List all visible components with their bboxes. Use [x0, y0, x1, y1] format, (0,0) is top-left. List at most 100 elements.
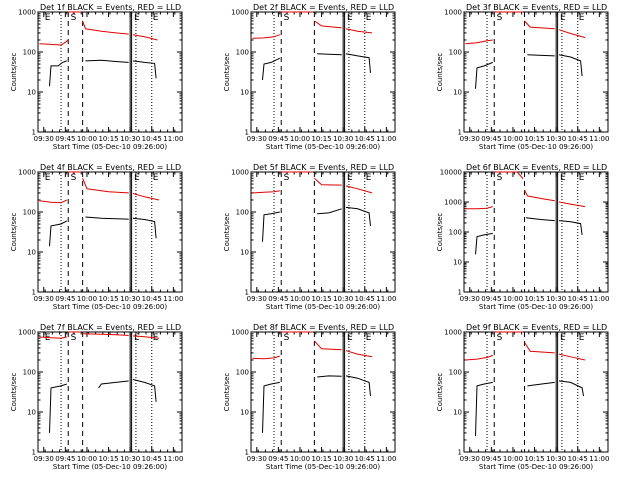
- y-tick-label: 1000: [231, 169, 249, 177]
- x-tick-label: 10:00: [290, 295, 310, 303]
- plot-frame: [37, 331, 183, 453]
- y-tick-label: 100: [236, 369, 249, 377]
- plot-frame: [37, 171, 183, 293]
- y-tick-label: 10: [453, 409, 462, 417]
- events-series-line: [475, 232, 493, 255]
- x-tick-label: 09:30: [34, 135, 54, 143]
- x-tick-label: 10:15: [311, 295, 331, 303]
- x-tick-label: 09:45: [481, 455, 501, 463]
- x-tick-label: 10:00: [290, 455, 310, 463]
- plot-frame: [250, 11, 396, 133]
- x-tick-label: 09:45: [268, 455, 288, 463]
- x-tick-label: 10:15: [311, 135, 331, 143]
- y-tick-label: 1: [32, 289, 36, 297]
- x-tick-label: 10:00: [290, 135, 310, 143]
- x-tick-label: 09:45: [268, 135, 288, 143]
- event-marker: S: [71, 173, 77, 183]
- y-tick-label: 100: [23, 209, 36, 217]
- y-tick-label: 1000: [444, 9, 462, 17]
- lld-series-line: [252, 190, 280, 194]
- x-tick-label: 10:15: [524, 295, 544, 303]
- event-marker: E: [347, 173, 353, 183]
- event-marker: E: [45, 13, 51, 23]
- y-tick-label: 1: [458, 449, 462, 457]
- events-series-line: [262, 57, 281, 81]
- x-tick-label: 10:45: [568, 295, 588, 303]
- panel-1: Det 1f BLACK = Events, RED = LLD 1 10 100 10…: [10, 3, 183, 151]
- y-tick-label: 10: [27, 249, 36, 257]
- event-marker: E: [560, 333, 566, 343]
- x-tick-label: 10:15: [98, 455, 118, 463]
- x-axis-label: Start Time (05-Dec-10 09:26:00): [53, 143, 167, 151]
- events-series-line: [525, 217, 555, 222]
- plot-frame: [463, 11, 609, 133]
- x-tick-label: 09:30: [460, 135, 480, 143]
- panel-title: Det 5f BLACK = Events, RED = LLD: [253, 163, 394, 172]
- event-marker: E: [134, 173, 140, 183]
- y-axis-label: Counts/sec: [436, 213, 444, 252]
- y-tick-label: 10000: [440, 169, 462, 177]
- x-axis-label: Start Time (05-Dec-10 09:26:00): [479, 463, 593, 471]
- x-tick-label: 10:45: [568, 455, 588, 463]
- y-tick-label: 1000: [444, 329, 462, 337]
- plot-frame: [463, 331, 609, 453]
- lld-series-line: [39, 336, 67, 339]
- x-axis-label: Start Time (05-Dec-10 09:26:00): [53, 303, 167, 311]
- x-axis-label: Start Time (05-Dec-10 09:26:00): [479, 143, 593, 151]
- x-tick-label: 10:45: [568, 135, 588, 143]
- x-tick-label: 10:45: [355, 455, 375, 463]
- x-tick-label: 10:30: [546, 295, 566, 303]
- events-series-line: [475, 61, 493, 89]
- event-marker: E: [347, 333, 353, 343]
- panel-2: Det 2f BLACK = Events, RED = LLD 1 10 100 10…: [223, 3, 396, 151]
- panel-7: Det 7f BLACK = Events, RED = LLD 1 10 100 10…: [10, 323, 183, 471]
- event-marker: S: [497, 13, 503, 23]
- panel-8: Det 8f BLACK = Events, RED = LLD 1 10 100 10…: [223, 323, 396, 471]
- y-tick-label: 10: [27, 89, 36, 97]
- event-marker: E: [366, 173, 372, 183]
- y-axis-label: Counts/sec: [223, 373, 231, 412]
- events-series-line: [558, 380, 584, 397]
- panel-title: Det 4f BLACK = Events, RED = LLD: [40, 163, 181, 172]
- events-series-line: [49, 383, 67, 433]
- lld-series-line: [82, 20, 129, 35]
- y-tick-label: 100: [236, 209, 249, 217]
- event-marker: S: [497, 333, 503, 343]
- event-marker: E: [560, 173, 566, 183]
- panel-title: Det 8f BLACK = Events, RED = LLD: [253, 323, 394, 332]
- y-tick-label: 1000: [18, 169, 36, 177]
- event-marker: E: [366, 13, 372, 23]
- panel-title: Det 6f BLACK = Events, RED = LLD: [466, 163, 607, 172]
- lld-series-line: [314, 177, 342, 186]
- plot-frame: [37, 11, 183, 133]
- x-tick-label: 09:45: [55, 295, 75, 303]
- event-marker: S: [497, 173, 503, 183]
- events-series-line: [85, 216, 129, 220]
- panel-title: Det 2f BLACK = Events, RED = LLD: [253, 3, 394, 12]
- x-tick-label: 10:45: [142, 295, 162, 303]
- x-tick-label: 11:00: [589, 135, 609, 143]
- lld-series-line: [524, 20, 555, 30]
- events-series-line: [262, 381, 280, 433]
- panel-title: Det 3f BLACK = Events, RED = LLD: [466, 3, 607, 12]
- lld-series-line: [345, 350, 373, 358]
- y-tick-label: 1000: [18, 329, 36, 337]
- lld-series-line: [465, 39, 493, 45]
- x-tick-label: 10:45: [355, 295, 375, 303]
- y-tick-label: 1: [245, 129, 249, 137]
- event-marker: S: [284, 333, 290, 343]
- x-tick-label: 09:30: [460, 295, 480, 303]
- y-tick-label: 100: [449, 229, 462, 237]
- lld-series-line: [39, 199, 68, 204]
- events-series-line: [558, 54, 583, 77]
- y-axis-label: Counts/sec: [10, 373, 18, 412]
- event-marker: E: [560, 13, 566, 23]
- lld-series-line: [524, 189, 555, 202]
- lld-series-line: [82, 178, 129, 194]
- y-tick-label: 1: [32, 129, 36, 137]
- x-tick-label: 10:30: [333, 135, 353, 143]
- y-axis-label: Counts/sec: [10, 53, 18, 92]
- x-tick-label: 10:30: [120, 455, 140, 463]
- x-tick-label: 11:00: [376, 295, 396, 303]
